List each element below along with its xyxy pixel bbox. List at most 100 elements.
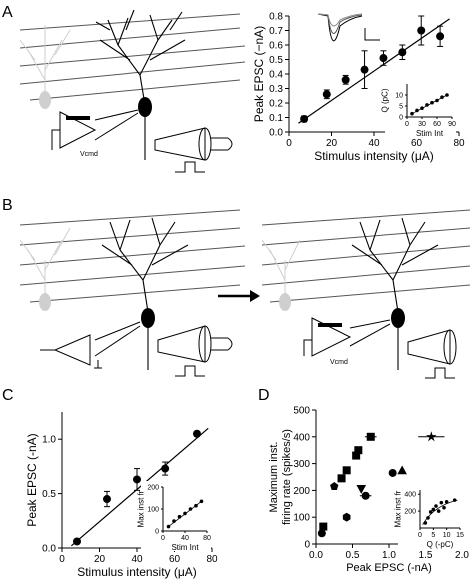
D-main-xtick-label: 2.0 — [455, 550, 469, 561]
stimulus-electrode — [154, 127, 233, 173]
C-main-ytick-label: 0.0 — [42, 544, 56, 555]
D-main-data-point — [366, 432, 375, 441]
D-main-xtick-label: 0.0 — [309, 550, 323, 561]
C-main-ytick-label: 0.5 — [42, 489, 56, 500]
panel-label-c: C — [2, 387, 14, 404]
gray-purkinje-cell — [19, 25, 71, 100]
D-main-x-label: Peak EPSC (-nA) — [346, 562, 432, 574]
D-main-y-label: firing rate (spikes/s) — [281, 429, 293, 525]
A-main-ytick-label: 0.2 — [269, 99, 283, 110]
D-inset-background — [398, 484, 464, 548]
C-inset-y-label: Max inst fr — [137, 490, 146, 527]
schematic-recording-setup-a: Vcmd — [19, 9, 246, 173]
D-main-data-point — [361, 491, 370, 500]
C-main-xtick-label: 20 — [94, 554, 106, 565]
parallel-fibers — [19, 13, 246, 101]
panel-label-b: B — [2, 197, 13, 214]
A-inset-y-label: Q (pC) — [381, 88, 390, 112]
D-inset-xtick-label: 15 — [456, 532, 464, 539]
A-main-data-point — [417, 26, 426, 35]
D-inset-xtick-label: 10 — [443, 532, 451, 539]
A-main-ytick-label: 0.6 — [269, 41, 283, 52]
C-inset-ytick-label: 0 — [155, 528, 159, 535]
D-inset-data-point — [442, 505, 446, 510]
D-main-ytick-label: 0 — [304, 540, 310, 551]
C-inset-data-point — [188, 507, 193, 511]
A-main-x-label: Stimulus intensity (μA) — [314, 149, 434, 163]
C-inset-xtick-label: 80 — [203, 535, 211, 542]
D-main-data-point — [319, 522, 328, 531]
plot-c-inset-firing-rate: 0 40 80 0 100 200 Stim Int Max inst fr — [137, 481, 211, 552]
D-inset-xtick-label: 0 — [418, 532, 422, 539]
D-inset-data-point — [434, 504, 438, 508]
D-main-ytick-label: 300 — [293, 459, 310, 470]
A-inset-fit-line — [411, 94, 448, 115]
C-main-xtick-label: 0 — [59, 554, 65, 565]
vcmd-label: Vcmd — [80, 151, 98, 158]
C-main-data-point — [161, 464, 170, 473]
gray-soma — [39, 91, 51, 109]
A-main-data-point — [322, 90, 331, 99]
D-main-ytick-label: 100 — [293, 513, 310, 524]
D-main-data-point — [426, 431, 437, 442]
transition-arrow — [218, 290, 260, 302]
D-inset-y-label: Max inst fr — [394, 490, 403, 527]
D-main-data-point — [337, 474, 346, 483]
patch-pipette — [51, 109, 139, 150]
C-inset-x-label: Stim Int — [171, 543, 199, 552]
D-main-data-point — [342, 512, 351, 522]
D-inset-data-point — [444, 500, 449, 504]
D-main-data-point — [317, 529, 326, 538]
A-inset-x-label: Stim Int — [416, 129, 444, 138]
C-main-data-point — [73, 537, 81, 546]
D-main-data-point — [352, 451, 361, 460]
D-main-ytick-label: 200 — [293, 486, 310, 497]
vcmd-label-b: Vcmd — [330, 359, 348, 366]
C-main-xtick-label: 40 — [131, 554, 143, 565]
D-inset-ytick-label: 200 — [404, 509, 416, 516]
panel-label-d: D — [258, 387, 270, 404]
A-inset-ytick-label: 0 — [399, 114, 403, 121]
D-inset-data-point — [431, 507, 436, 512]
A-main-fit-line — [298, 18, 450, 124]
A-main-xtick-label: 20 — [326, 138, 338, 149]
schematic-recording-setup-b-right: Vcmd — [261, 209, 471, 379]
D-main-data-point — [356, 485, 367, 494]
A-main-xtick-label: 40 — [368, 138, 380, 149]
D-main-data-point — [397, 465, 407, 475]
D-inset-ytick-label: 400 — [404, 492, 416, 499]
A-main-xtick-label: 80 — [453, 138, 465, 149]
D-inset-fit-curve — [422, 499, 458, 525]
C-main-y-label: Peak EPSC (-nA) — [25, 433, 39, 526]
plot-a-inset-charge: 0 30 60 90 0 5 10 Stim Int Q (pC) — [381, 78, 456, 138]
D-main-ytick-label: 400 — [293, 432, 310, 443]
D-main-xtick-label: 1.5 — [419, 550, 433, 561]
D-main-data-point — [388, 468, 397, 477]
epsc-traces-inset — [317, 13, 380, 42]
A-inset-xtick-label: 30 — [418, 121, 426, 128]
A-main-data-point — [300, 114, 309, 123]
A-inset-xtick-label: 0 — [405, 121, 409, 128]
C-inset-fit-line — [168, 500, 202, 527]
C-inset-ytick-label: 200 — [147, 484, 159, 491]
C-inset-xtick-label: 40 — [181, 535, 189, 542]
A-main-data-point — [379, 54, 388, 63]
C-main-data-point — [133, 475, 141, 484]
C-inset-xtick-label: 0 — [161, 535, 165, 542]
C-main-fit-line — [70, 427, 209, 547]
C-main-xtick-label: 80 — [206, 554, 218, 565]
D-inset-x-label: Q (-pC) — [427, 540, 454, 549]
C-main-data-point — [103, 495, 111, 504]
C-inset-ytick-label: 100 — [147, 506, 159, 513]
purkinje-soma — [138, 97, 152, 117]
A-inset-xtick-label: 60 — [433, 121, 441, 128]
plot-a-peak-epsc-vs-stimulus: 0 20 40 60 80 0.0 0.1 0.2 0.3 0.4 0.5 0.6 0.7 0.8 Stim… — [252, 12, 465, 164]
D-inset-data-point — [439, 500, 444, 505]
schematic-recording-setup-b-left — [19, 209, 246, 377]
D-main-ytick-label: 500 — [293, 406, 310, 417]
A-inset-xtick-label: 90 — [448, 121, 456, 128]
A-main-data-point — [398, 48, 407, 57]
A-main-ytick-label: 0.3 — [269, 84, 283, 95]
